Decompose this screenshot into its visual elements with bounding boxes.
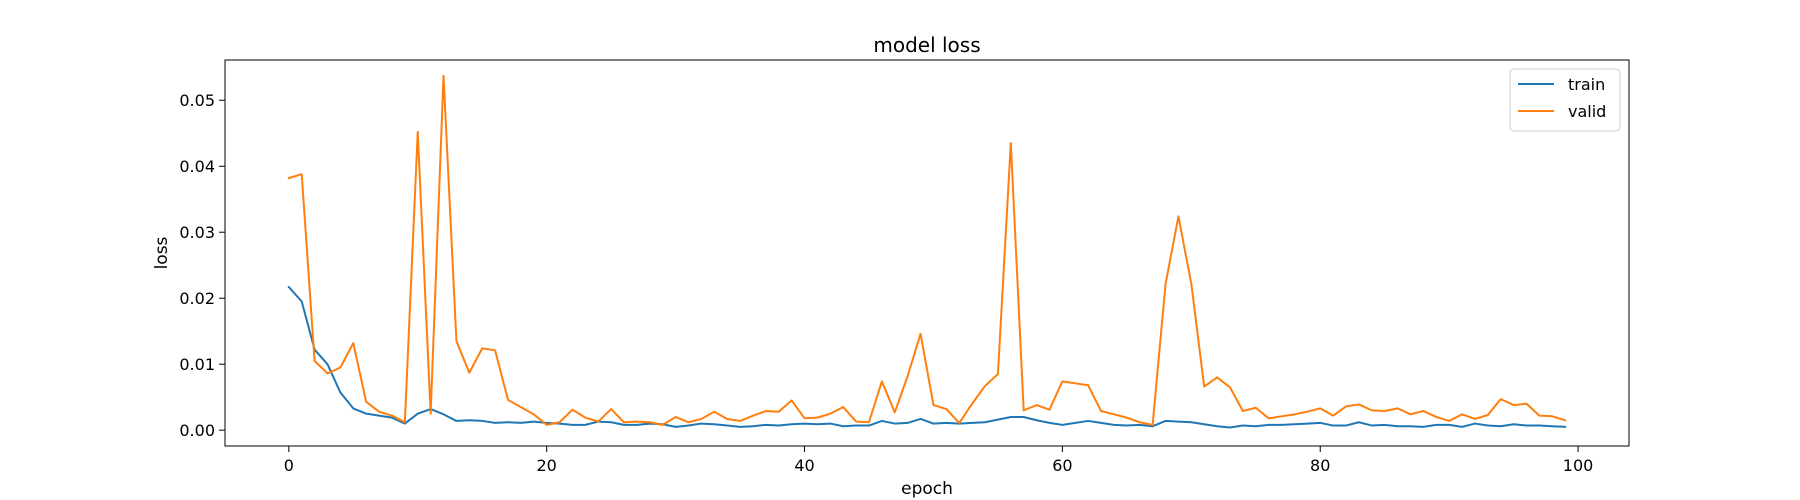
series-line-train [287, 285, 1567, 429]
y-tick-label-1: 0.01 [179, 355, 215, 374]
series-line-valid [287, 74, 1567, 426]
chart-title: model loss [873, 33, 980, 57]
y-tick-label-5: 0.05 [179, 91, 215, 110]
x-tick-label-20: 20 [536, 456, 556, 475]
x-tick-label-80: 80 [1310, 456, 1330, 475]
x-axis-label: epoch [901, 479, 953, 499]
legend-label-train: train [1568, 75, 1605, 94]
x-axis: 0 20 40 60 80 100 [284, 446, 1594, 475]
x-tick-label-40: 40 [794, 456, 814, 475]
series-layer [287, 74, 1567, 429]
plot-area: 0 20 40 60 80 100 0.00 0.01 0.02 0.03 0.04 0.05 [179, 59, 1630, 475]
y-axis-label: loss [152, 236, 172, 269]
x-tick-label-0: 0 [284, 456, 294, 475]
x-tick-label-100: 100 [1563, 456, 1594, 475]
x-tick-label-60: 60 [1052, 456, 1072, 475]
y-tick-label-2: 0.02 [179, 289, 215, 308]
y-tick-label-3: 0.03 [179, 223, 215, 242]
y-axis: 0.00 0.01 0.02 0.03 0.04 0.05 [179, 91, 225, 440]
y-tick-label-0: 0.00 [179, 421, 215, 440]
legend: train valid [1509, 68, 1621, 132]
legend-label-valid: valid [1568, 102, 1606, 121]
y-tick-label-4: 0.04 [179, 157, 215, 176]
plot-frame [224, 59, 1630, 447]
